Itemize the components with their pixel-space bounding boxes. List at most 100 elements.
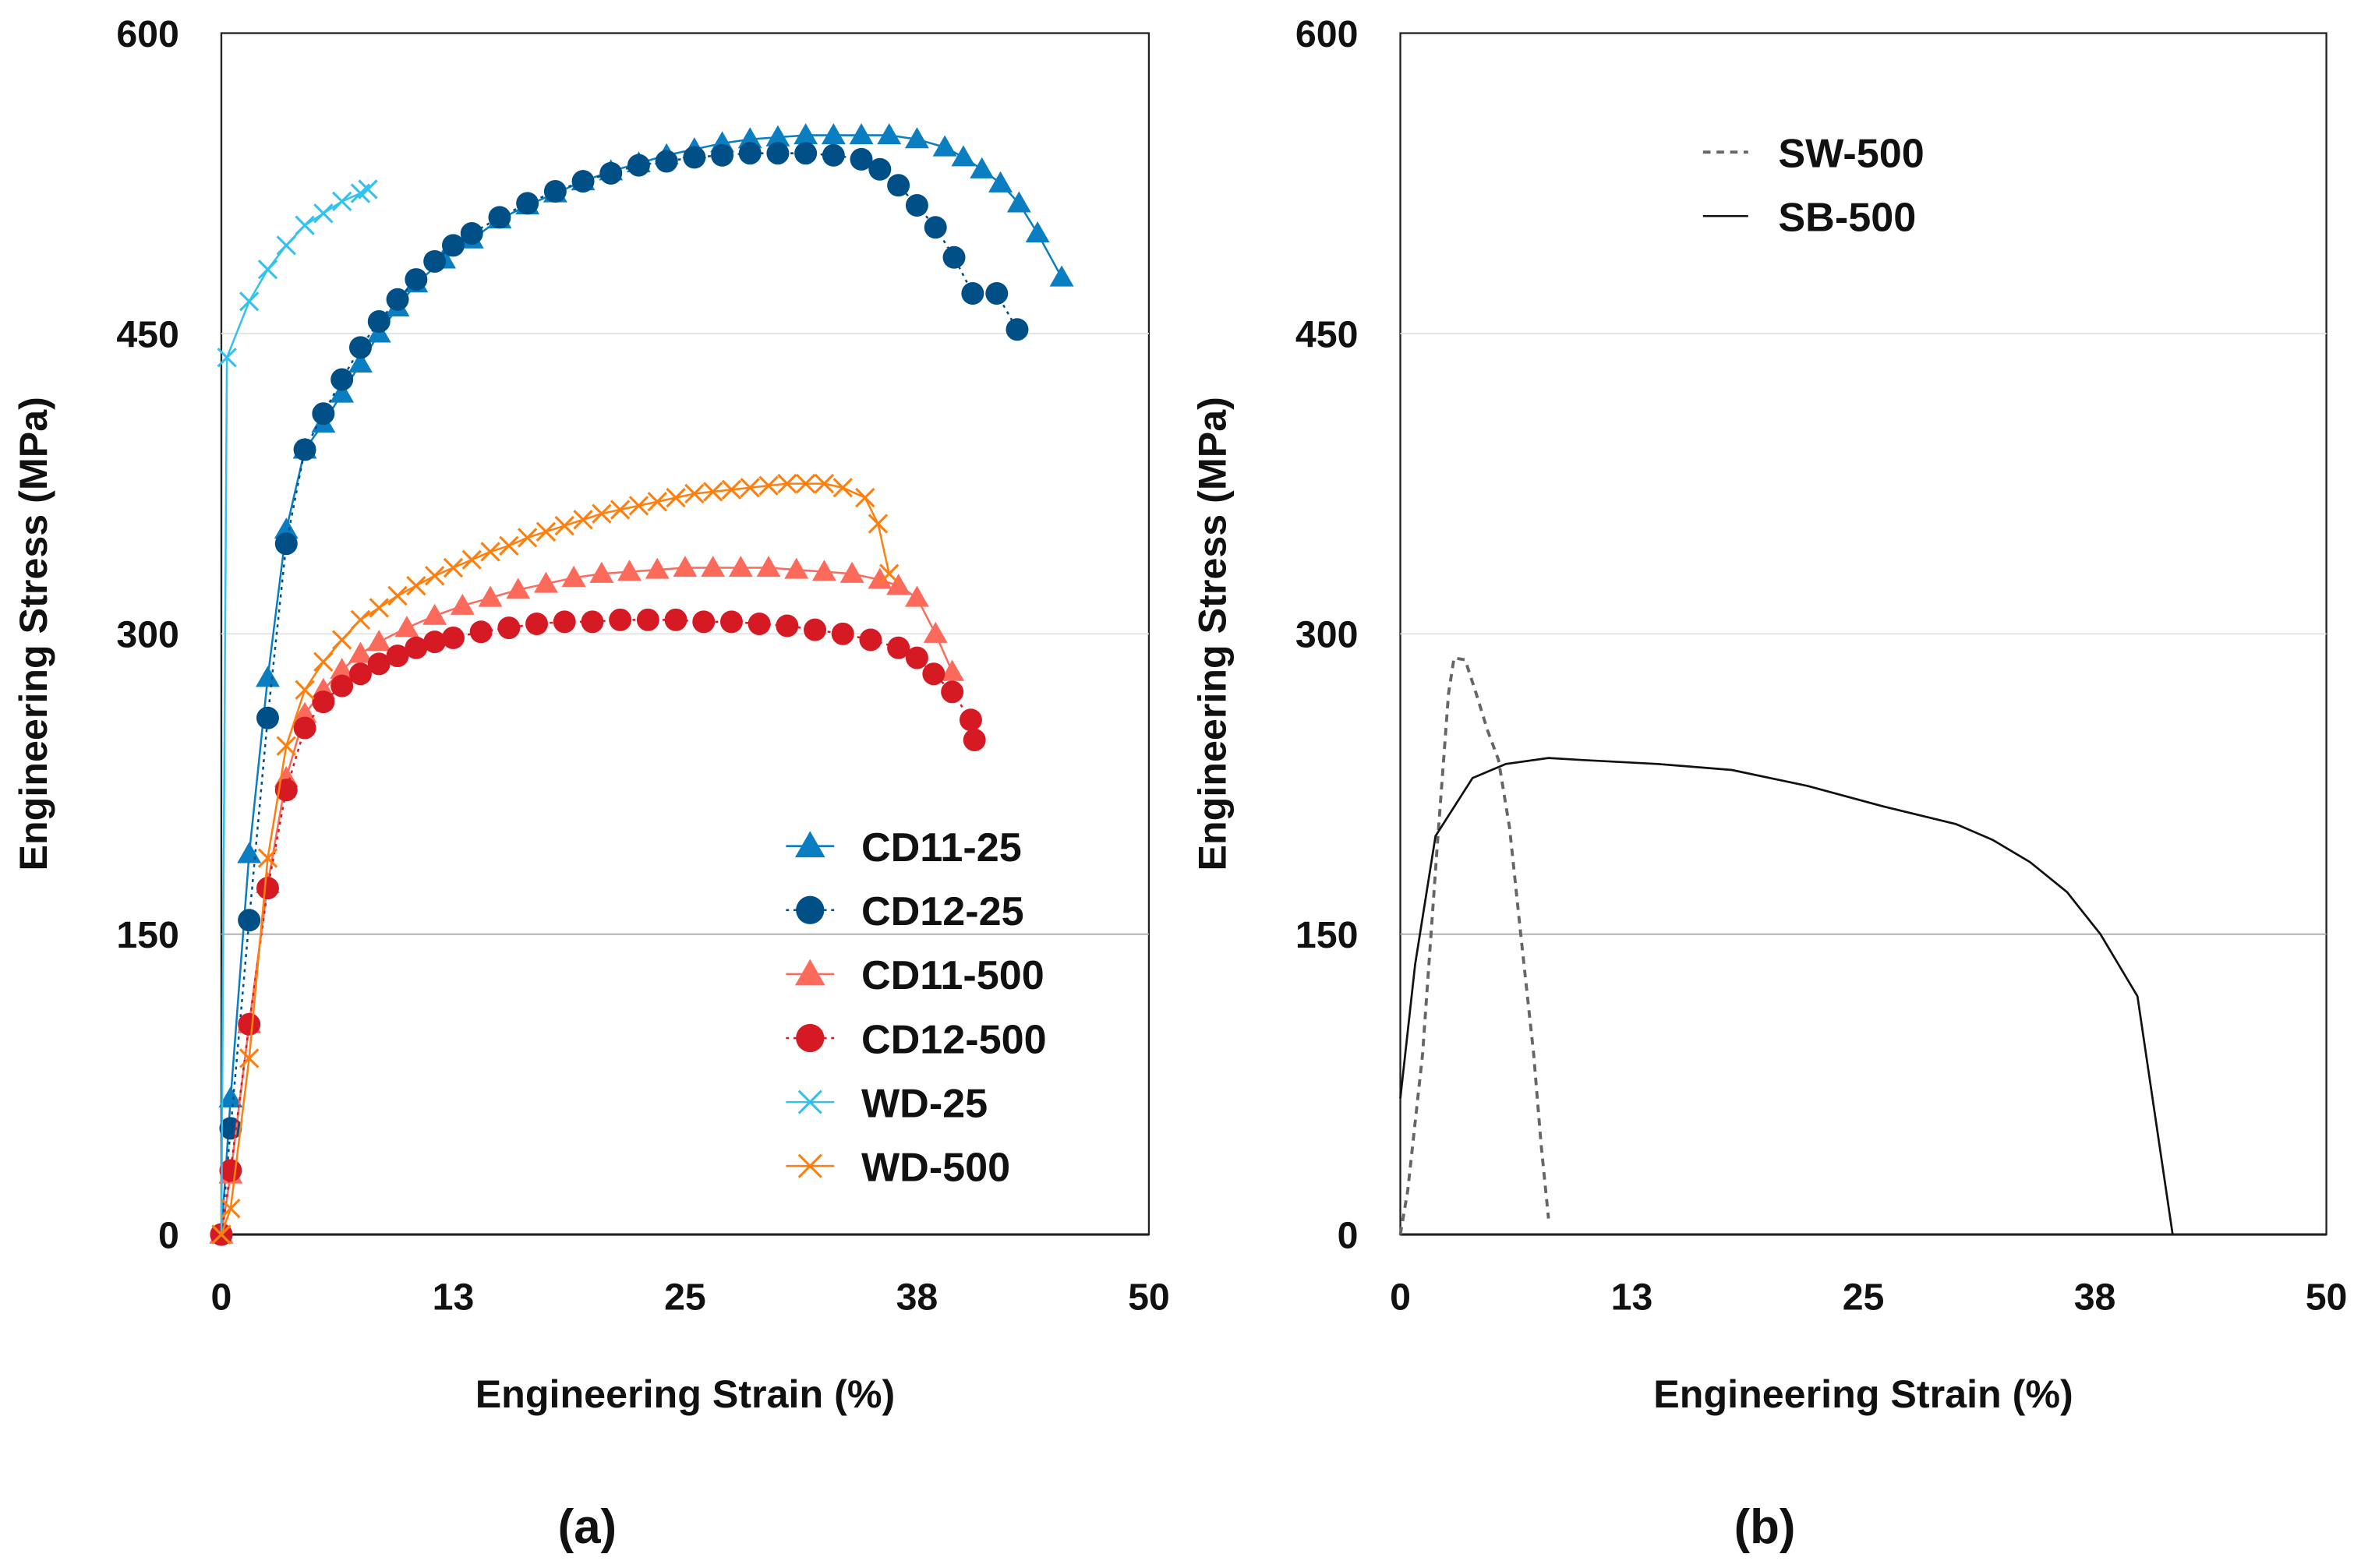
circle-marker xyxy=(543,180,567,203)
x-marker xyxy=(276,235,296,256)
triangle-marker xyxy=(701,556,726,577)
triangle-marker xyxy=(422,603,447,625)
legend-label: CD12-25 xyxy=(861,889,1024,934)
circle-marker xyxy=(796,1023,825,1053)
y-tick-label: 600 xyxy=(116,13,179,55)
triangle-marker xyxy=(478,585,503,607)
triangle-marker xyxy=(951,145,976,167)
circle-marker xyxy=(796,895,825,924)
triangle-marker xyxy=(794,831,825,858)
chart-panel-b: 0 150 300 450 600 0 13 25 38 50 Engineering Strain… xyxy=(1190,13,2347,1554)
circle-marker xyxy=(738,142,762,165)
circle-marker xyxy=(776,614,799,637)
triangle-marker xyxy=(886,574,911,595)
x-marker xyxy=(517,528,538,548)
x-tick-label: 38 xyxy=(2074,1277,2116,1319)
circle-marker xyxy=(256,877,279,900)
x-tick-label: 0 xyxy=(211,1277,232,1319)
x-marker xyxy=(239,291,260,312)
panel-label: (b) xyxy=(1734,1500,1796,1554)
triangle-marker xyxy=(821,123,846,145)
legend-label: SB-500 xyxy=(1778,196,1916,241)
x-tick-label: 0 xyxy=(1390,1277,1411,1319)
legend-label: CD11-25 xyxy=(861,825,1022,871)
circle-marker xyxy=(905,194,928,217)
circle-marker xyxy=(859,628,882,652)
circle-marker xyxy=(822,143,845,167)
circle-marker xyxy=(924,216,947,239)
x-marker xyxy=(610,500,631,520)
x-tick-label: 50 xyxy=(1128,1277,1170,1319)
series-line xyxy=(1399,757,2174,1235)
x-marker xyxy=(387,585,408,606)
x-marker xyxy=(795,473,816,494)
circle-marker xyxy=(238,909,261,932)
x-marker xyxy=(797,1089,822,1114)
x-marker xyxy=(535,521,557,542)
circle-marker xyxy=(941,680,964,704)
x-marker xyxy=(257,260,278,280)
triangle-marker xyxy=(348,641,373,663)
x-marker xyxy=(684,483,705,504)
circle-marker xyxy=(599,161,623,185)
triangle-marker xyxy=(932,135,957,157)
y-tick-label: 450 xyxy=(1295,313,1359,355)
triangle-marker xyxy=(940,659,965,681)
series-sw-500 xyxy=(1398,655,1550,1235)
circle-marker xyxy=(692,610,716,634)
circle-marker xyxy=(868,157,892,181)
y-tick-label: 150 xyxy=(1295,914,1359,956)
y-tick-label: 0 xyxy=(1338,1214,1359,1256)
triangle-marker xyxy=(534,571,558,593)
x-marker xyxy=(868,514,889,534)
x-marker xyxy=(276,736,296,756)
legend-label: SW-500 xyxy=(1778,131,1924,176)
triangle-marker xyxy=(923,621,948,643)
circle-marker xyxy=(312,690,335,714)
triangle-marker xyxy=(256,666,280,687)
x-marker xyxy=(295,680,315,700)
circle-marker xyxy=(348,336,372,359)
triangle-marker xyxy=(728,556,753,577)
circle-marker xyxy=(804,618,827,641)
triangle-marker xyxy=(794,959,825,986)
circle-marker xyxy=(441,234,465,257)
triangle-marker xyxy=(506,577,531,599)
triangle-marker xyxy=(218,1086,243,1107)
x-marker xyxy=(499,535,519,556)
triangle-marker xyxy=(330,658,355,680)
x-marker xyxy=(740,478,760,498)
triangle-marker xyxy=(877,123,902,145)
x-tick-label: 38 xyxy=(896,1277,938,1319)
x-tick-label: 13 xyxy=(433,1277,475,1319)
triangle-marker xyxy=(811,560,836,581)
triangle-marker xyxy=(1049,265,1074,287)
circle-marker xyxy=(887,636,910,659)
circle-marker xyxy=(553,610,576,634)
series-cd12-500 xyxy=(210,608,986,1246)
x-marker xyxy=(879,563,900,584)
circle-marker xyxy=(386,288,409,311)
x-axis-label: Engineering Strain (%) xyxy=(475,1372,896,1416)
x-marker xyxy=(702,482,723,502)
circle-marker xyxy=(905,646,928,669)
y-tick-label: 450 xyxy=(116,313,179,355)
circle-marker xyxy=(719,610,743,634)
circle-marker xyxy=(367,652,391,676)
x-marker xyxy=(331,630,352,650)
legend-item: WD-500 xyxy=(786,1146,1010,1191)
y-axis-label: Engineering Stress (MPa) xyxy=(12,397,55,871)
x-marker xyxy=(295,215,315,235)
x-marker xyxy=(814,473,835,494)
x-marker xyxy=(554,515,574,536)
circle-marker xyxy=(238,1012,261,1036)
circle-marker xyxy=(348,662,372,686)
legend-item: CD12-500 xyxy=(786,1017,1047,1062)
x-marker xyxy=(331,191,352,212)
x-marker xyxy=(221,1198,241,1219)
triangle-marker xyxy=(970,157,995,178)
circle-marker xyxy=(460,221,483,245)
triangle-marker xyxy=(673,556,698,577)
triangle-marker xyxy=(617,560,642,581)
